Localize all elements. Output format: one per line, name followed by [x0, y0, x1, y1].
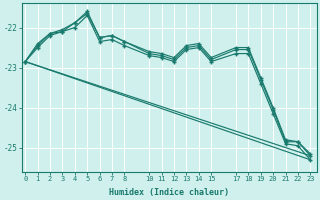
X-axis label: Humidex (Indice chaleur): Humidex (Indice chaleur) — [109, 188, 229, 197]
